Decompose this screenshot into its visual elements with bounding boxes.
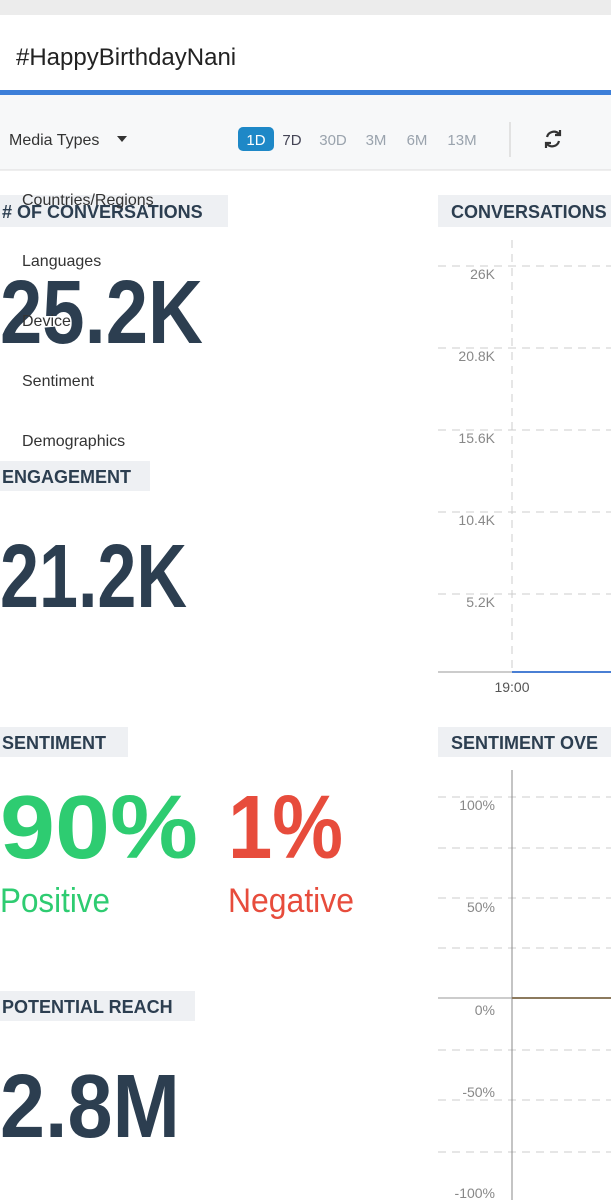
negative-value: 1% bbox=[228, 778, 343, 878]
refresh-icon[interactable] bbox=[544, 130, 562, 148]
dropdown-item[interactable]: Countries/Regions bbox=[22, 192, 154, 209]
hashtag-title: #HappyBirthdayNani bbox=[16, 44, 236, 71]
range-selected bbox=[238, 127, 274, 151]
range-button[interactable]: 1D bbox=[246, 132, 265, 149]
chart-title: SENTIMENT OVE bbox=[451, 733, 598, 753]
range-button[interactable]: 30D bbox=[319, 132, 347, 149]
dropdown-item[interactable]: Demographics bbox=[22, 433, 125, 450]
range-button[interactable]: 13M bbox=[447, 132, 476, 149]
metric-value: 2.8M bbox=[0, 1057, 180, 1157]
y-tick-label: 26K bbox=[470, 266, 496, 282]
range-button[interactable]: 3M bbox=[366, 132, 387, 149]
grid bbox=[438, 796, 611, 1153]
range-button[interactable]: 7D bbox=[282, 132, 301, 149]
header-rule bbox=[0, 90, 611, 95]
y-tick-label: 20.8K bbox=[458, 348, 495, 364]
y-tick-label: 15.6K bbox=[458, 430, 495, 446]
y-tick-label: 5.2K bbox=[466, 594, 495, 610]
panel-label-bg bbox=[438, 727, 611, 757]
y-tick-label: 50% bbox=[467, 899, 495, 915]
y-tick-label: 10.4K bbox=[458, 512, 495, 528]
range-button[interactable]: 6M bbox=[407, 132, 428, 149]
metric-value: 21.2K bbox=[0, 527, 187, 627]
chart-title: CONVERSATIONS bbox=[451, 202, 607, 222]
positive-label: Positive bbox=[0, 882, 110, 920]
y-tick-label: -100% bbox=[455, 1185, 495, 1200]
panel-label: ENGAGEMENT bbox=[2, 467, 131, 487]
toolbar bbox=[0, 95, 611, 170]
header bbox=[0, 15, 611, 90]
panel-label: POTENTIAL REACH bbox=[2, 997, 173, 1017]
panel-label: # OF CONVERSATIONS bbox=[2, 202, 203, 222]
panel-label-bg bbox=[438, 195, 611, 227]
y-tick-label: 0% bbox=[475, 1002, 495, 1018]
x-tick-label: 19:00 bbox=[494, 679, 529, 695]
y-tick-label: -50% bbox=[462, 1084, 495, 1100]
panel-label: SENTIMENT bbox=[2, 733, 106, 753]
panel-label-bg bbox=[0, 991, 195, 1021]
dropdown-item[interactable]: Sentiment bbox=[22, 373, 95, 390]
negative-label: Negative bbox=[228, 882, 354, 920]
caret bbox=[117, 136, 127, 142]
grid bbox=[438, 240, 611, 672]
panel-label-bg bbox=[0, 727, 128, 757]
metric-value: 25.2K bbox=[0, 263, 203, 363]
panel-label-bg bbox=[0, 195, 228, 227]
top-bar bbox=[0, 0, 611, 15]
media-types[interactable]: Media Types bbox=[9, 132, 99, 149]
positive-value: 90% bbox=[0, 778, 198, 878]
panel-label-bg bbox=[0, 461, 150, 491]
y-tick-label: 100% bbox=[459, 797, 495, 813]
dropdown-item[interactable]: Device bbox=[22, 313, 71, 330]
dropdown-item[interactable]: Languages bbox=[22, 253, 101, 270]
